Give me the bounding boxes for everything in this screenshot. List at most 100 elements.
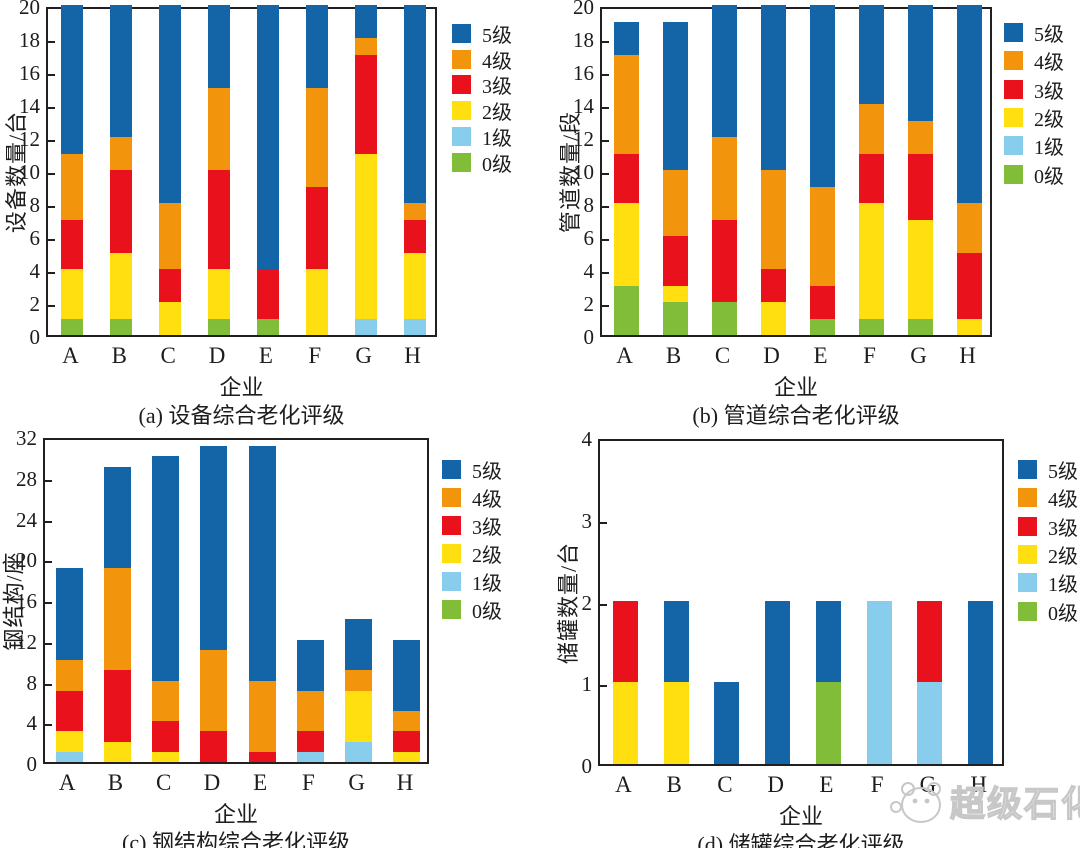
legend-swatch-3级 [1018,516,1037,536]
legend-item-5级: 5级 [1018,455,1078,484]
bar-segment-H-5级 [957,5,982,203]
legend-swatch-0级 [442,600,461,619]
y-tick-label: 3 [581,508,593,533]
x-category-label: F [308,343,322,368]
x-category-label: G [919,772,937,797]
legend-swatch-2级 [1004,107,1023,127]
bar-segment-D-5级 [761,5,786,170]
bar-segment-E-4级 [810,186,835,286]
bar-segment-G-0级 [908,318,933,335]
bar-segment-D-3级 [761,269,786,302]
legend-label: 1级 [472,573,502,595]
y-tick-label: 4 [26,711,38,736]
bar-segment-A-0级 [61,318,84,335]
y-tick-label: 0 [26,752,38,776]
legend-label: 4级 [472,489,502,511]
legend-label: 0级 [482,153,512,176]
y-tick-mark [600,521,607,524]
legend-label: 5级 [482,25,512,47]
legend-item-4级: 4级 [1018,483,1078,512]
y-tick-label: 8 [583,193,595,217]
legend-swatch-4级 [452,49,471,69]
legend-item-0级: 0级 [452,148,512,177]
legend-swatch-5级 [1004,23,1023,42]
legend-item-1级: 1级 [452,122,512,151]
bar-segment-A-2级 [61,269,84,319]
y-tick-label: 20 [573,0,594,19]
bar-segment-F-5级 [859,5,884,104]
legend-item-3级: 3级 [1004,75,1064,104]
legend-swatch-5级 [442,460,461,479]
y-tick-label: 16 [19,61,40,85]
bar-segment-D-5级 [200,446,228,650]
x-category-label: E [253,770,268,795]
x-category-label: A [616,343,633,368]
bar-segment-H-5级 [393,639,421,712]
chart-caption: (c) 钢结构综合老化评级 [122,830,350,848]
plot-area [600,5,992,337]
bar-segment-G-5级 [354,5,377,38]
legend-item-2级: 2级 [442,539,502,568]
bar-segment-E-5级 [810,5,835,187]
bar-segment-C-5级 [159,5,182,203]
y-tick-label: 2 [581,590,593,615]
bar-segment-H-2级 [403,252,426,319]
legend-label: 2级 [472,545,502,567]
bar-segment-D-4级 [208,87,231,170]
legend-label: 2级 [1034,108,1064,131]
legend-label: 5级 [472,461,502,483]
y-tick-label: 18 [19,28,40,52]
bar-segment-E-3级 [248,751,276,762]
legend-item-0级: 0级 [442,595,502,624]
bar-segment-B-0级 [110,318,133,335]
x-category-label: E [813,343,828,368]
bar-segment-H-1级 [403,318,426,335]
y-tick-label: 24 [16,507,37,532]
legend-label: 1级 [1034,137,1064,160]
y-tick-label: 0 [583,325,595,349]
bar-segment-B-4级 [110,137,133,170]
bar-segment-E-3级 [810,285,835,319]
x-category-label: H [970,772,987,797]
legend-swatch-2级 [442,544,461,563]
bar-segment-H-5级 [968,600,994,764]
legend-swatch-4级 [1018,488,1037,508]
bar-segment-C-5级 [152,456,180,681]
y-tick-mark [45,479,52,482]
legend-swatch-1级 [442,572,461,591]
bar-segment-G-5级 [345,619,373,671]
legend-swatch-2级 [452,101,471,121]
bar-segment-D-4级 [761,170,786,269]
y-tick-label: 0 [29,325,41,349]
bar-segment-G-2级 [345,690,373,742]
bar-segment-F-3级 [296,731,324,752]
bar-segment-G-1级 [345,741,373,762]
y-tick-mark [600,685,607,688]
y-tick-mark [602,41,609,43]
bar-segment-B-5级 [110,5,133,137]
x-axis-title: 企业 [773,375,818,400]
legend-item-4级: 4级 [1004,46,1064,75]
bar-segment-A-3级 [55,690,83,732]
bar-segment-A-2级 [55,731,83,752]
bar-segment-B-2级 [663,682,689,764]
y-tick-label: 18 [573,28,594,52]
bar-segment-B-2级 [663,285,688,302]
bar-segment-E-5级 [815,600,841,683]
y-tick-mark [48,173,55,175]
y-tick-mark [602,272,609,274]
bar-segment-H-4级 [393,711,421,732]
legend-label: 3级 [482,76,512,99]
bar-segment-B-3级 [103,670,131,742]
bar-segment-D-0级 [208,318,231,335]
y-tick-mark [602,206,609,208]
y-tick-mark [48,272,55,274]
y-tick-mark [45,683,52,686]
legend-item-4级: 4级 [452,45,512,74]
bar-segment-B-0级 [663,302,688,335]
y-tick-label: 12 [19,127,40,151]
y-tick-label: 0 [581,754,593,778]
legend-swatch-3级 [452,75,471,95]
x-category-label: B [666,772,682,797]
y-tick-label: 20 [19,0,40,19]
